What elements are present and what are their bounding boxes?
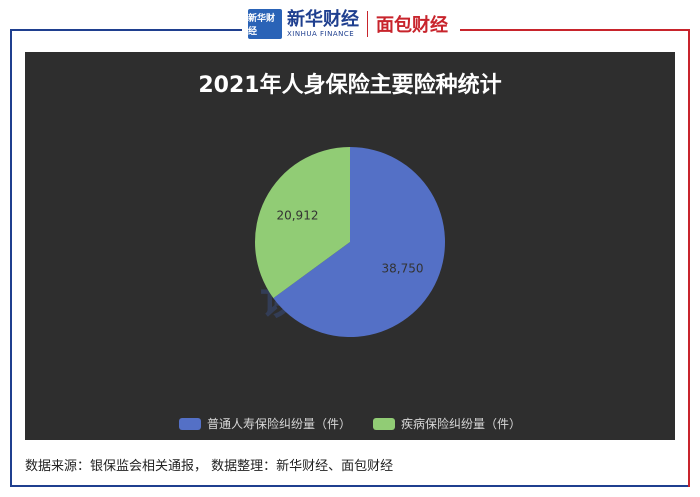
pie-slice-life[interactable] [273,147,445,337]
pie-slice-disease[interactable] [255,147,350,299]
xinhua-logo-badge: 新华财经 [248,9,282,39]
legend-swatch-life [178,417,201,430]
legend-label-life: 普通人寿保险纠纷量（件） [206,417,351,431]
logo-divider [367,11,368,37]
frame-top-left-line [10,29,242,31]
frame-right-line [688,29,690,487]
data-label-life: 38,750 [382,262,424,276]
frame-top-right-line [460,29,690,31]
xinhua-logo: 新华财经 XINHUA FINANCE [287,9,359,39]
xinhua-logo-en: XINHUA FINANCE [287,30,355,38]
mianbao-logo: 面包财经 [376,15,448,36]
legend-swatch-disease [373,417,395,430]
pie-chart: 38,750 20,912 [255,147,445,337]
xinhua-logo-cn: 新华财经 [287,9,359,30]
legend-label-disease: 疾病保险纠纷量（件） [401,417,522,431]
brand-header: 新华财经 新华财经 XINHUA FINANCE 面包财经 [248,6,454,42]
chart-title: 2021年人身保险主要险种统计 [198,73,502,98]
data-source-note: 数据来源：银保监会相关通报， 数据整理：新华财经、面包财经 [25,459,394,474]
outer-frame [10,29,690,487]
data-label-disease: 20,912 [276,208,318,222]
legend-item-disease[interactable]: 疾病保险纠纷量（件） [373,415,521,432]
legend-item-life[interactable]: 普通人寿保险纠纷量（件） [178,415,351,432]
chart-legend: 普通人寿保险纠纷量（件） 疾病保险纠纷量（件） [25,415,675,432]
